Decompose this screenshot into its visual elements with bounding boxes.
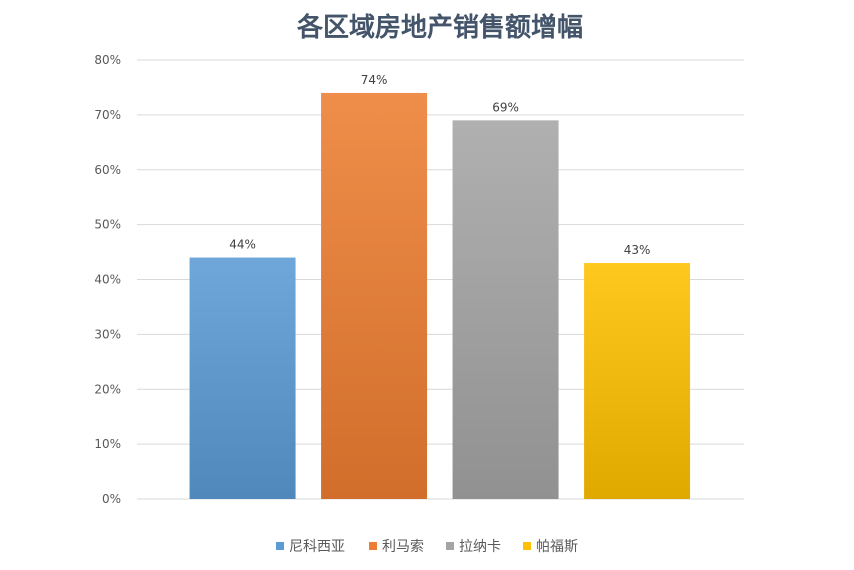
y-axis-tick-labels: 0% 10% 20% 30% 40% 50% 60% 70% 80% [94,53,121,506]
data-label: 43% [624,243,651,257]
bar-2 [321,92,428,500]
bar-3 [452,120,559,500]
data-label: 69% [492,100,519,114]
bar-1 [189,257,296,499]
legend: 尼科西亚 利马索 拉纳卡 帕福斯 [276,538,578,555]
data-label: 44% [229,238,256,252]
y-tick-label: 50% [94,218,121,232]
bars [189,92,691,500]
y-tick-label: 60% [94,163,121,177]
legend-swatch [276,542,284,550]
legend-swatch [446,542,454,550]
data-label: 74% [361,73,388,87]
chart-title: 各区域房地产销售额增幅 [296,12,583,43]
y-tick-label: 0% [102,492,121,506]
y-tick-label: 70% [94,108,121,122]
bar-4 [584,263,691,499]
legend-label: 利马索 [382,538,424,555]
legend-label: 拉纳卡 [459,539,501,555]
legend-swatch [369,542,377,550]
legend-label: 尼科西亚 [289,539,345,555]
y-tick-label: 30% [94,327,121,341]
data-labels: 44% 74% 69% 43% [229,73,650,257]
y-tick-label: 10% [94,437,121,451]
y-tick-label: 40% [94,273,121,287]
y-tick-label: 80% [94,53,121,67]
legend-swatch [523,542,531,550]
legend-label: 帕福斯 [536,539,578,555]
y-tick-label: 20% [94,382,121,396]
